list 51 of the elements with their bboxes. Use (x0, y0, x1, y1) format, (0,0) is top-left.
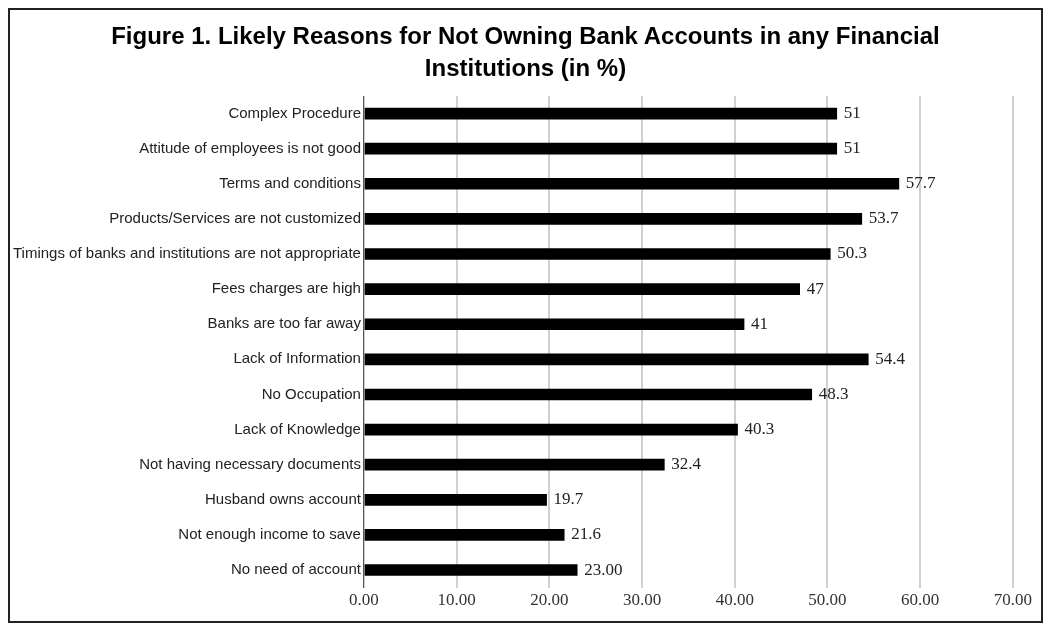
y-tick-label: Terms and conditions (219, 173, 361, 191)
data-label: 54.4 (875, 348, 906, 368)
x-tick-label: 60.00 (901, 590, 940, 610)
y-tick-label: Not having necessary documents (139, 454, 361, 472)
data-label: 57.7 (905, 173, 937, 193)
x-tick-label: 70.00 (993, 590, 1032, 610)
y-tick-label: Timings of banks and institutions are not appropriate (12, 244, 361, 262)
data-label: 51 (843, 103, 861, 123)
y-tick-label: Husband owns account (205, 489, 362, 507)
y-tick-label: Not enough income to save (178, 525, 361, 543)
bar (364, 353, 869, 366)
data-label: 32.4 (671, 454, 702, 474)
chart-title: Figure 1. Likely Reasons for Not Owning Bank Accounts in any Financial Institutions (in %) (110, 21, 941, 83)
y-tick-label: No Occupation (261, 384, 361, 402)
x-tick-label: 10.00 (437, 590, 476, 610)
x-tick-label: 0.00 (349, 590, 379, 610)
x-tick-label: 40.00 (715, 590, 754, 610)
y-tick-label: Fees charges are high (211, 279, 361, 297)
data-label: 19.7 (553, 489, 584, 509)
bar (364, 142, 838, 155)
bar (364, 493, 547, 506)
x-tick-label: 50.00 (808, 590, 847, 610)
bar (364, 318, 745, 331)
data-label: 53.7 (868, 208, 900, 228)
x-tick-label: 30.00 (622, 590, 662, 610)
data-label: 21.6 (571, 524, 601, 544)
y-tick-label: Attitude of employees is not good (139, 138, 361, 156)
data-label: 40.3 (744, 419, 775, 439)
y-tick-label: Complex Procedure (228, 103, 361, 121)
bar (364, 213, 863, 225)
data-label: 41 (751, 313, 769, 333)
data-label: 48.3 (818, 383, 849, 403)
bar (364, 529, 565, 541)
y-tick-label: Products/Services are not customized (109, 209, 361, 227)
y-tick-label: Lack of Knowledge (234, 419, 361, 437)
x-tick-label: 20.00 (530, 590, 569, 610)
bar (364, 388, 813, 401)
bar (364, 458, 665, 471)
data-label: 50.3 (837, 243, 868, 263)
y-tick-label: Banks are too far away (207, 314, 362, 332)
bar (364, 283, 800, 295)
y-tick-label: Lack of Information (233, 349, 361, 367)
bar (364, 248, 831, 260)
bar (364, 107, 838, 120)
data-label: 23.00 (584, 559, 623, 579)
bar (364, 177, 900, 190)
data-label: 47 (806, 278, 825, 298)
bar (364, 423, 738, 436)
bar (364, 564, 578, 576)
y-tick-label: No need of account (230, 560, 362, 578)
data-label: 51 (843, 138, 861, 158)
